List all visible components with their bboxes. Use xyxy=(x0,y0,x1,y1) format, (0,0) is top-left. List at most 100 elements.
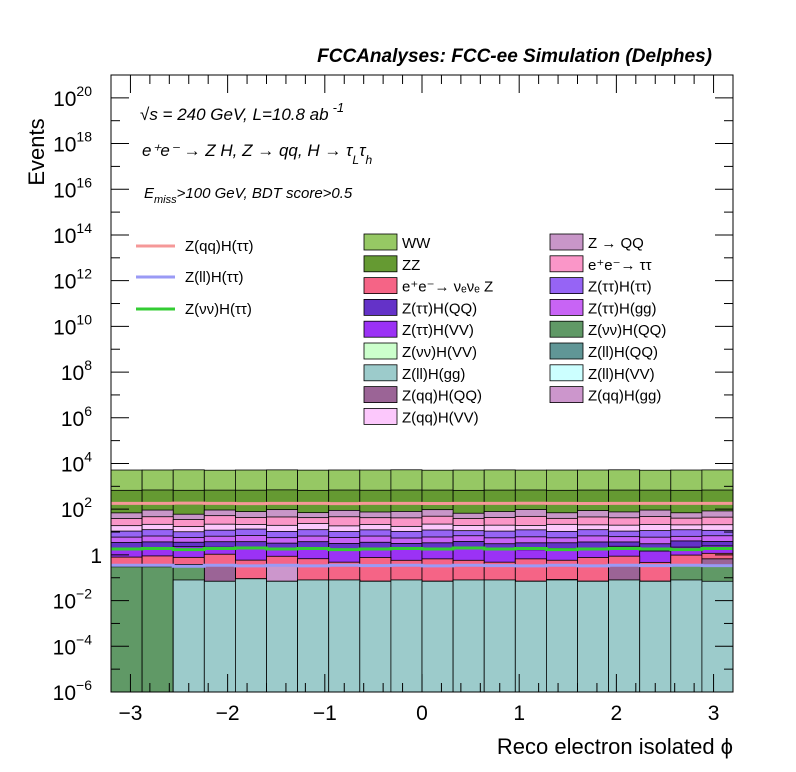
legend-entry-z-h: Z(νν)H(ττ) xyxy=(136,301,252,318)
bar-z-ll-h-gg-8 xyxy=(359,580,392,692)
y-tick-label: 10−6 xyxy=(53,677,93,705)
y-tick-label: 10−4 xyxy=(53,631,93,659)
y-tick-label: 106 xyxy=(61,403,92,431)
bar-z-ll-h-gg-19 xyxy=(701,580,733,692)
bar-z-ll-h-gg-2 xyxy=(172,579,205,692)
svg-text:WW: WW xyxy=(402,235,431,252)
svg-text:Z(νν)H(VV): Z(νν)H(VV) xyxy=(402,344,477,361)
line-z-qq-h xyxy=(111,501,733,506)
svg-text:Z(qq)H(VV): Z(qq)H(VV) xyxy=(402,409,479,426)
y-axis-label: Events xyxy=(24,118,49,185)
annotation-selection-rest: >100 GeV, BDT score>0.5 xyxy=(177,185,353,202)
y-tick-label: 1020 xyxy=(53,83,92,111)
svg-text:e⁺e⁻→ νₑνₑ Z: e⁺e⁻→ νₑνₑ Z xyxy=(402,279,493,296)
legend-entry-e-e: e⁺e⁻→ ττ xyxy=(549,255,652,274)
annotation-process-text: e⁺e⁻ → Z H, Z → qq, H → τ xyxy=(142,141,354,160)
annotation-process: e⁺e⁻ → Z H, Z → qq, H → τLτh xyxy=(142,141,372,167)
annotation-process-tau2: τ xyxy=(359,141,367,160)
x-tick-label: −2 xyxy=(216,702,240,725)
legend-entry-z-qq-h-vv: Z(qq)H(VV) xyxy=(363,407,479,426)
annotation-process-sub1: L xyxy=(352,153,359,167)
legend-entry-ww: WW xyxy=(363,233,431,252)
svg-text:Z(qq)H(ττ): Z(qq)H(ττ) xyxy=(185,238,254,255)
y-tick-label: 1 xyxy=(90,545,102,568)
bar-z-ll-h-gg-9 xyxy=(390,579,423,692)
x-tick-label: 3 xyxy=(708,702,720,725)
legend-entry-z-h-vv: Z(νν)H(VV) xyxy=(363,342,477,361)
y-tick-label: 1018 xyxy=(53,129,92,157)
x-tick-label: 1 xyxy=(513,702,525,725)
x-tick-label: 2 xyxy=(611,702,623,725)
bar-z-ll-h-gg-18 xyxy=(670,579,703,692)
y-tick-label: 1012 xyxy=(53,266,92,294)
legend-entry-z-h-qq: Z(νν)H(QQ) xyxy=(549,320,666,339)
y-tick-label: 10−2 xyxy=(53,586,93,614)
legend-entry-z-h-gg: Z(ττ)H(gg) xyxy=(549,298,657,317)
svg-text:Z(ll)H(VV): Z(ll)H(VV) xyxy=(588,366,655,383)
bar-z-ll-h-gg-3 xyxy=(203,580,236,692)
legend-entry-z-qq-h: Z(qq)H(ττ) xyxy=(136,238,254,255)
bar-z-h-qq-1 xyxy=(141,566,174,692)
bar-z-ll-h-gg-6 xyxy=(297,579,330,692)
annotation-energy-text: √s = 240 GeV, L=10.8 ab xyxy=(140,105,329,124)
bar-z-ll-h-gg-17 xyxy=(639,580,672,692)
annotation-process-sub2: h xyxy=(365,153,372,167)
svg-text:Z(νν)H(QQ): Z(νν)H(QQ) xyxy=(588,322,666,339)
annotation-lumi-exp: -1 xyxy=(333,100,345,115)
line-z-h xyxy=(111,546,733,552)
legend-entry-z-qq: Z → QQ xyxy=(549,233,644,252)
bar-z-ll-h-gg-16 xyxy=(608,579,641,692)
legend-entry-z-ll-h-gg: Z(ll)H(gg) xyxy=(363,364,465,383)
legend-entry-z-h-qq: Z(ττ)H(QQ) xyxy=(363,298,477,317)
legend-entry-z-ll-h: Z(ll)H(ττ) xyxy=(136,269,244,286)
legend-entry-z-ll-h-vv: Z(ll)H(VV) xyxy=(549,364,655,383)
chart-title: FCCAnalyses: FCC-ee Simulation (Delphes) xyxy=(317,46,712,67)
y-tick-label: 102 xyxy=(61,494,92,522)
svg-text:Z(ll)H(QQ): Z(ll)H(QQ) xyxy=(588,344,658,361)
bar-z-ll-h-gg-12 xyxy=(483,579,516,692)
svg-text:e⁺e⁻→ ττ: e⁺e⁻→ ττ xyxy=(588,257,652,274)
legend-entry-z-qq-h-qq: Z(qq)H(QQ) xyxy=(363,386,482,405)
legend-entry-z-qq-h-gg: Z(qq)H(gg) xyxy=(549,386,661,405)
y-tick-label: 104 xyxy=(61,448,92,476)
bar-z-ll-h-gg-11 xyxy=(452,579,485,692)
svg-text:Z(ττ)H(QQ): Z(ττ)H(QQ) xyxy=(402,300,477,317)
legend: WW ZZ e⁺e⁻→ νₑνₑ Z Z(ττ)H(QQ) Z(ττ)H(VV) Z(νν… xyxy=(136,233,666,426)
line-z-ll-h xyxy=(111,563,733,568)
svg-text:√s = 240 GeV, L=10.8 ab-1: √s = 240 GeV, L=10.8 ab -1 xyxy=(140,100,344,124)
svg-text:Z(ll)H(gg): Z(ll)H(gg) xyxy=(402,366,465,383)
bar-z-ll-h-gg-10 xyxy=(421,580,454,692)
svg-text:Z(ττ)H(VV): Z(ττ)H(VV) xyxy=(402,322,474,339)
svg-text:Z(qq)H(QQ): Z(qq)H(QQ) xyxy=(402,388,482,405)
x-axis-label: Reco electron isolated ϕ xyxy=(497,734,733,759)
bar-z-ll-h-gg-14 xyxy=(546,579,578,692)
svg-text:Z(ττ)H(gg): Z(ττ)H(gg) xyxy=(588,300,657,317)
legend-entry-z-h-vv: Z(ττ)H(VV) xyxy=(363,320,474,339)
bar-z-ll-h-gg-15 xyxy=(577,580,610,692)
bar-z-ll-h-gg-5 xyxy=(266,580,299,692)
bar-z-h-qq-0 xyxy=(111,566,143,692)
legend-entry-zz: ZZ xyxy=(363,255,420,274)
legend-entry-e-e-z: e⁺e⁻→ νₑνₑ Z xyxy=(363,277,493,296)
bar-z-ll-h-gg-13 xyxy=(514,580,547,692)
y-tick-label: 1010 xyxy=(53,311,92,339)
svg-text:Z(νν)H(ττ): Z(νν)H(ττ) xyxy=(185,301,252,318)
x-tick-label: 0 xyxy=(416,702,428,725)
bar-z-ll-h-gg-7 xyxy=(328,579,361,692)
annotation-selection: Emiss>100 GeV, BDT score>0.5 xyxy=(144,185,353,206)
plot-area: 102010181016101410121010108106104102110−… xyxy=(53,74,734,725)
y-tick-label: 108 xyxy=(61,357,92,385)
x-tick-label: −1 xyxy=(313,702,337,725)
svg-text:Z(qq)H(gg): Z(qq)H(gg) xyxy=(588,388,661,405)
svg-text:e⁺e⁻ → Z H, Z → qq, H → τLτh: e⁺e⁻ → Z H, Z → qq, H → τLτh xyxy=(142,141,372,167)
svg-text:Z(ll)H(ττ): Z(ll)H(ττ) xyxy=(185,269,244,286)
svg-text:ZZ: ZZ xyxy=(402,257,420,274)
annotation-selection-e: E xyxy=(144,185,155,202)
y-tick-label: 1016 xyxy=(53,174,92,202)
bar-z-ll-h-gg-4 xyxy=(234,578,267,692)
legend-entry-z-ll-h-qq: Z(ll)H(QQ) xyxy=(549,342,658,361)
annotation-selection-sub: miss xyxy=(154,194,177,206)
svg-text:Emiss>100 GeV, BDT score>0.5: Emiss>100 GeV, BDT score>0.5 xyxy=(144,185,353,206)
annotation-energy: √s = 240 GeV, L=10.8 ab -1 xyxy=(140,100,344,124)
